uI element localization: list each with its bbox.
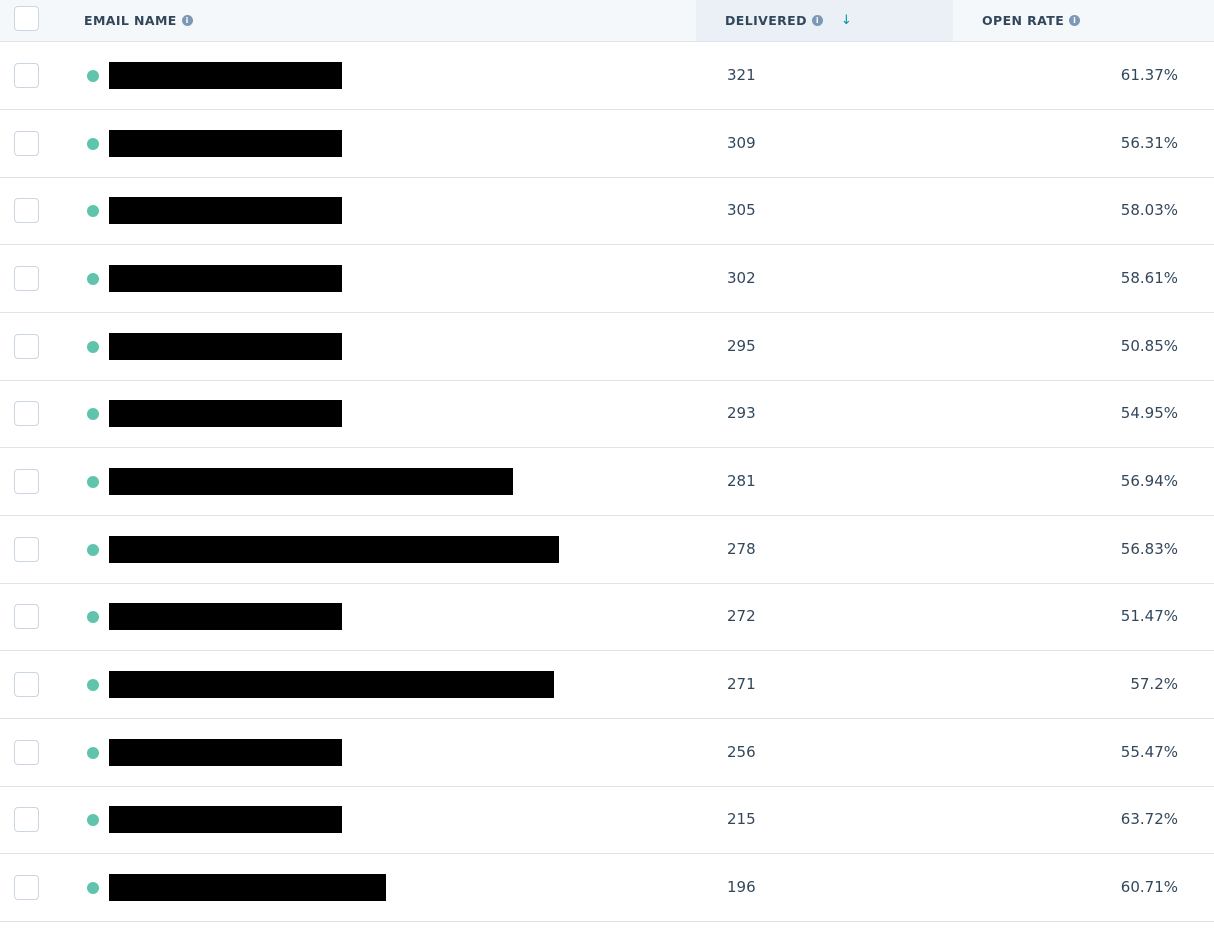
delivered-value: 305 [727,201,756,220]
redacted-email-name[interactable] [109,197,342,225]
row-checkbox[interactable] [14,807,39,833]
row-checkbox[interactable] [14,739,39,765]
row-checkbox[interactable] [14,333,39,359]
table-row[interactable]: 305 58.03% [0,177,1214,246]
status-dot-icon [87,340,99,353]
column-label: OPEN RATE [982,13,1065,28]
open-rate-value: 63.72% [1120,810,1178,829]
table-row[interactable]: 295 50.85% [0,313,1214,381]
open-rate-value: 56.94% [1120,472,1178,491]
open-rate-value: 58.61% [1120,269,1178,287]
open-rate-value: 56.31% [1120,133,1178,152]
table-row[interactable]: 293 54.95% [0,380,1214,449]
open-rate-value: 55.47% [1120,742,1178,761]
open-rate-value: 54.95% [1120,404,1178,423]
open-rate-value: 56.83% [1120,539,1178,558]
status-dot-icon [87,70,99,82]
table-row[interactable]: 256 55.47% [0,719,1214,787]
open-rate-value: 57.2% [1130,675,1178,694]
delivered-value: 278 [727,539,756,558]
status-dot-icon [87,611,99,624]
table-row[interactable]: 281 56.94% [0,448,1214,517]
table-row[interactable]: 215 63.72% [0,786,1214,855]
redacted-email-name[interactable] [109,129,342,157]
row-checkbox[interactable] [14,672,39,698]
redacted-email-name[interactable] [109,603,342,631]
row-checkbox[interactable] [14,63,39,88]
status-dot-icon [87,882,99,895]
table-row[interactable]: 196 60.71% [0,854,1214,923]
open-rate-value: 61.37% [1120,66,1178,84]
redacted-email-name[interactable] [109,265,342,292]
delivered-value: 309 [727,133,756,152]
table-header: EMAIL NAME i DELIVERED i ↓ OPEN RATE i [0,0,1214,42]
open-rate-value: 51.47% [1120,607,1178,626]
delivered-value: 295 [727,336,756,355]
status-dot-icon [87,408,99,421]
sort-down-arrow-icon[interactable]: ↓ [840,13,853,28]
redacted-email-name[interactable] [109,874,386,902]
status-dot-icon [87,137,99,150]
table-row[interactable]: 302 58.61% [0,245,1214,313]
redacted-email-name[interactable] [109,332,342,360]
delivered-value: 293 [727,404,756,423]
delivered-value: 215 [727,810,756,829]
open-rate-value: 50.85% [1120,336,1178,355]
delivered-value: 271 [727,675,756,694]
table-row[interactable]: 321 61.37% [0,42,1214,110]
table-row[interactable]: 272 51.47% [0,583,1214,652]
row-checkbox[interactable] [14,401,39,427]
status-dot-icon [87,679,99,692]
open-rate-value: 58.03% [1120,201,1178,220]
table-row[interactable]: 278 56.83% [0,516,1214,584]
info-icon[interactable]: i [181,15,193,26]
redacted-email-name[interactable] [109,671,554,699]
redacted-email-name[interactable] [109,738,342,766]
delivered-value: 302 [727,269,756,287]
redacted-email-name[interactable] [109,535,559,563]
delivered-value: 321 [727,66,756,84]
row-checkbox[interactable] [14,875,39,901]
delivered-value: 256 [727,742,756,761]
info-icon[interactable]: i [811,15,823,26]
redacted-email-name[interactable] [109,62,342,89]
column-label: EMAIL NAME [84,13,177,28]
select-all-checkbox[interactable] [14,6,39,31]
redacted-email-name[interactable] [109,400,342,428]
delivered-value: 281 [727,472,756,491]
table-row[interactable]: 271 57.2% [0,651,1214,720]
status-dot-icon [87,543,99,556]
open-rate-value: 60.71% [1120,878,1178,897]
column-open-rate[interactable]: OPEN RATE i [982,0,1081,41]
redacted-email-name[interactable] [109,468,513,496]
column-email-name[interactable]: EMAIL NAME i [84,0,193,41]
row-checkbox[interactable] [14,536,39,562]
status-dot-icon [87,814,99,827]
status-dot-icon [87,273,99,285]
row-checkbox[interactable] [14,198,39,224]
status-dot-icon [87,746,99,759]
row-checkbox[interactable] [14,266,39,291]
row-checkbox[interactable] [14,130,39,156]
info-icon[interactable]: i [1069,15,1081,26]
status-dot-icon [87,205,99,218]
column-label: DELIVERED [725,13,807,28]
column-delivered[interactable]: DELIVERED i ↓ [696,0,953,41]
row-checkbox[interactable] [14,604,39,630]
status-dot-icon [87,476,99,489]
redacted-email-name[interactable] [109,806,342,834]
table-row[interactable]: 309 56.31% [0,110,1214,178]
delivered-value: 196 [727,878,756,897]
row-checkbox[interactable] [14,469,39,495]
delivered-value: 272 [727,607,756,626]
